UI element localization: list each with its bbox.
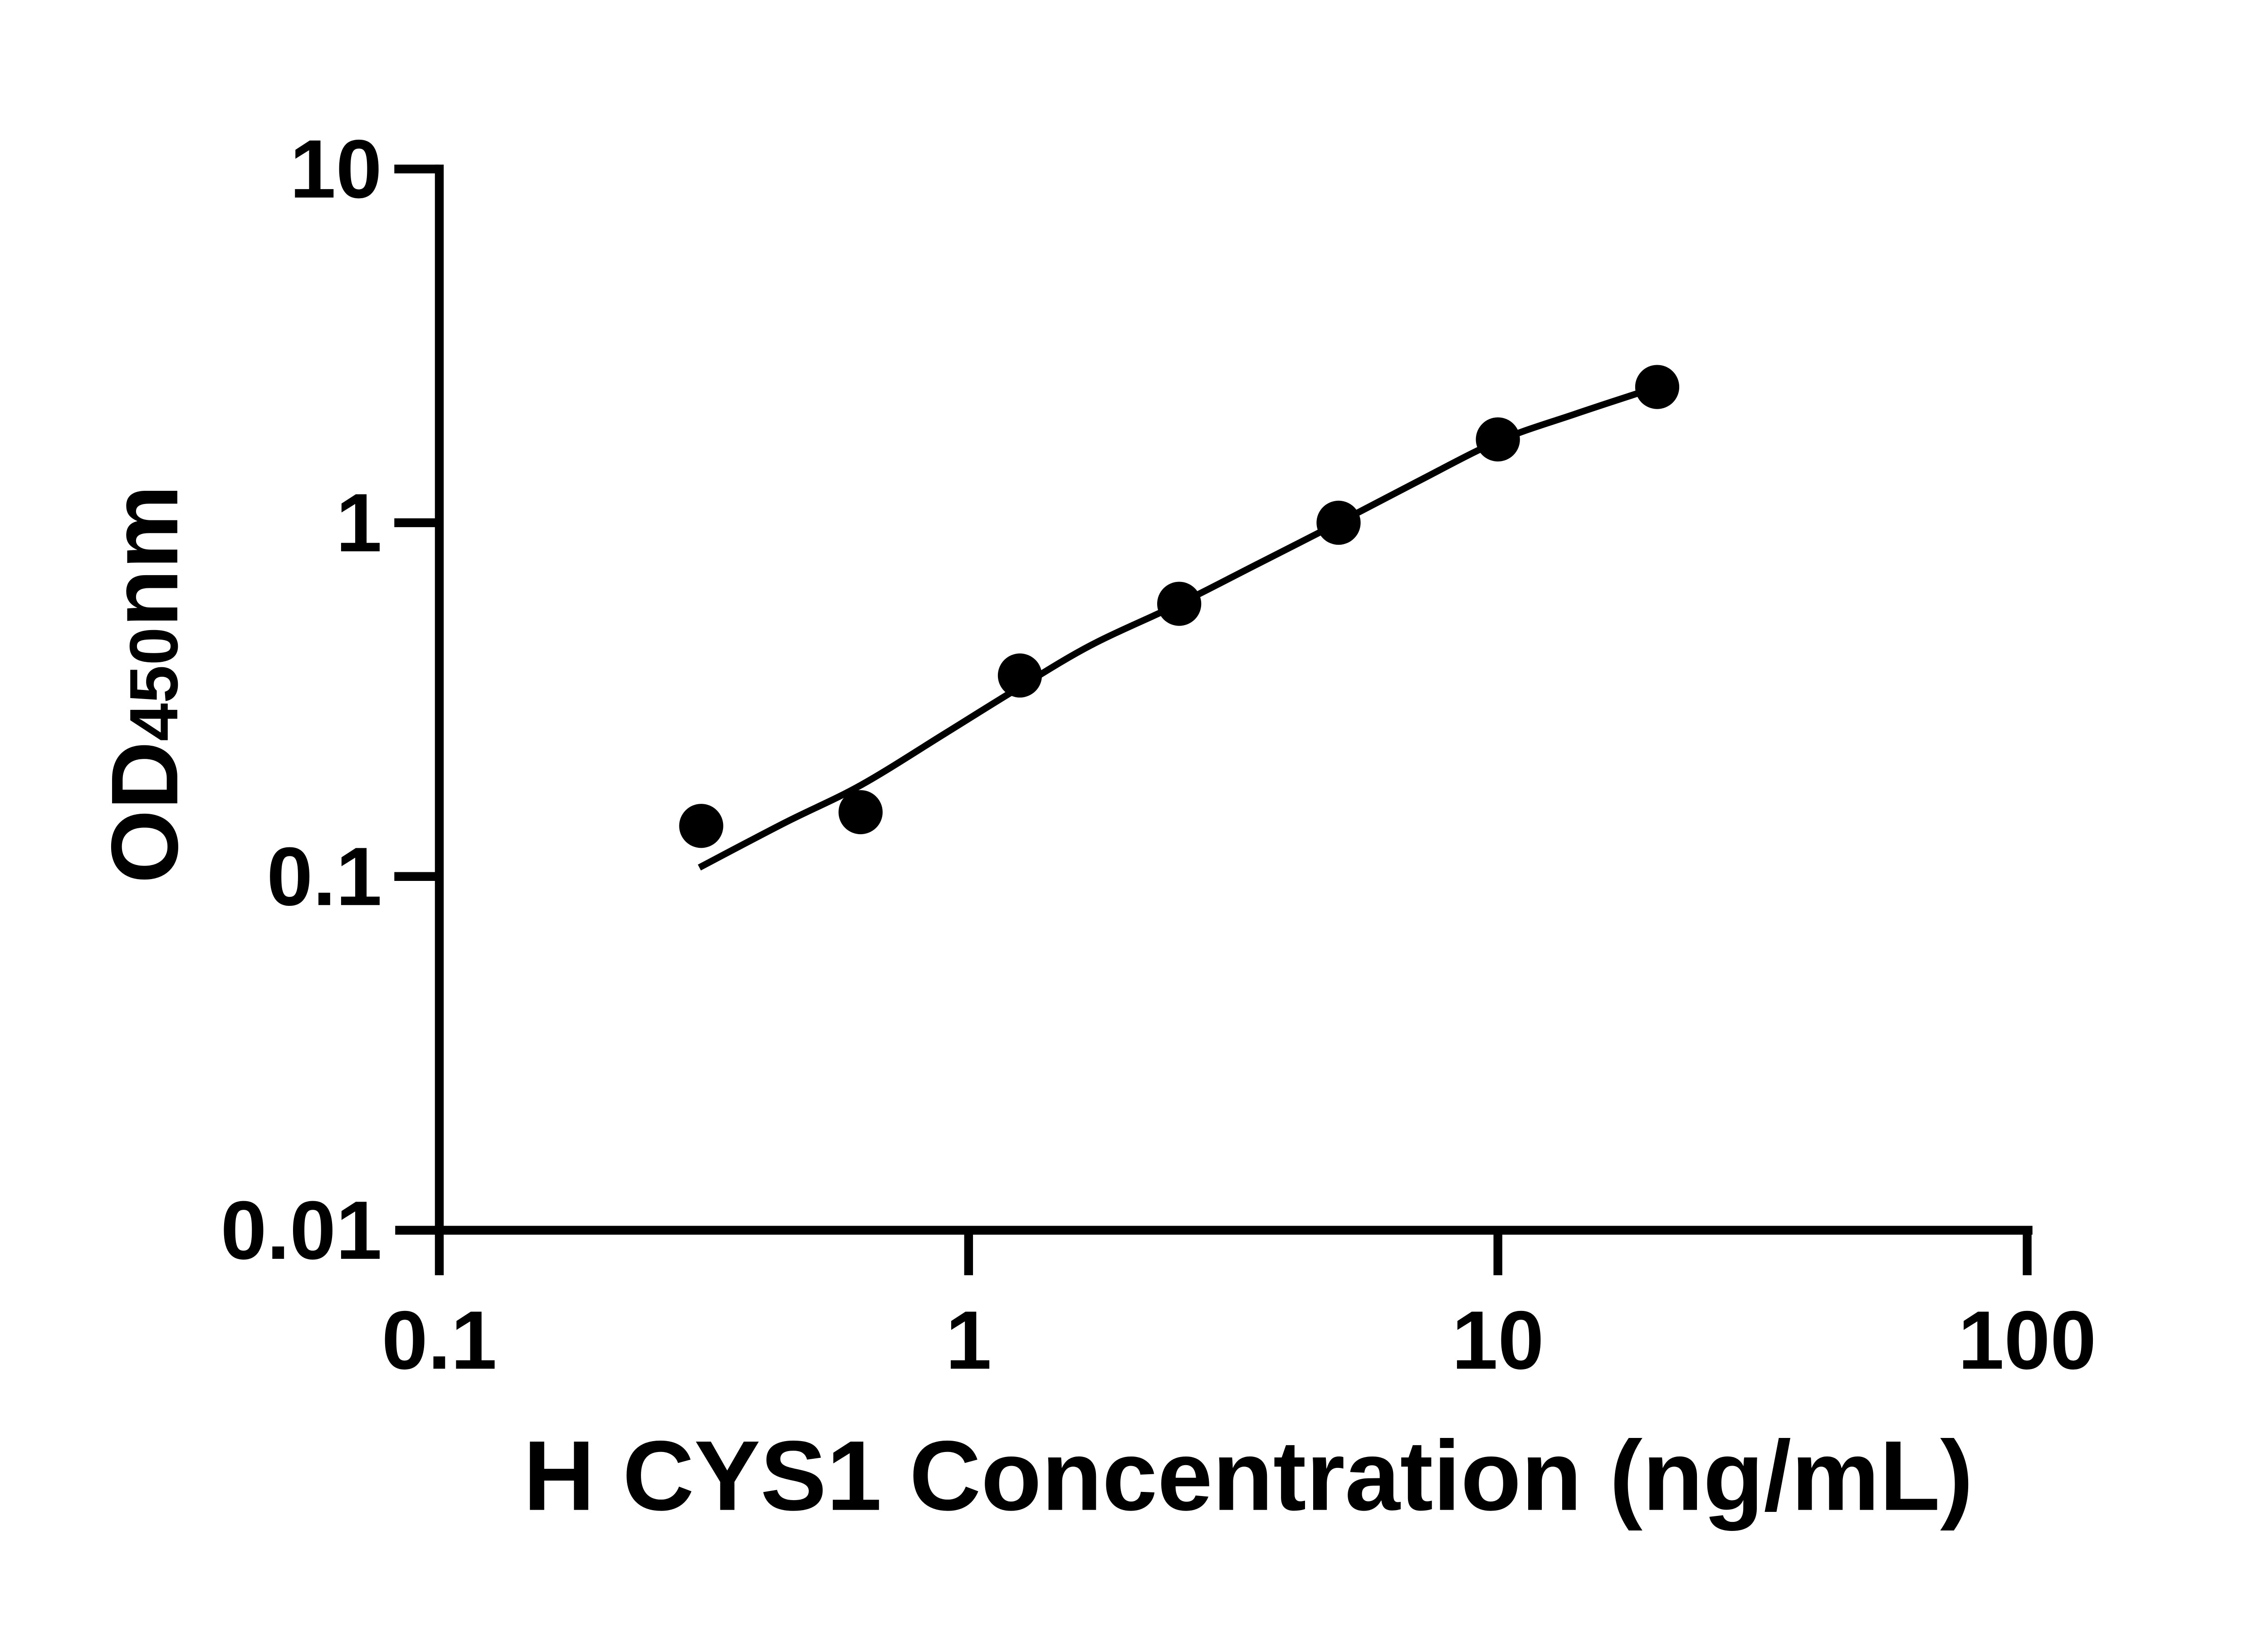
y-axis-title-main: OD: [92, 741, 198, 884]
data-point-2: [838, 790, 883, 835]
x-tick-labels: 0.1 1 10 100: [381, 1294, 2096, 1386]
y-axis-title-unit: nm: [92, 485, 198, 627]
data-point-5: [1316, 500, 1361, 545]
y-axis-ticks: [394, 164, 440, 881]
x-axis-ticks: [964, 1230, 2032, 1276]
data-point-4: [1157, 582, 1202, 626]
x-tick-label-100: 100: [1958, 1294, 2097, 1386]
fit-curve: [698, 384, 1658, 870]
y-tick-label-10: 10: [290, 123, 382, 215]
y-tick-label-0.01: 0.01: [220, 1184, 382, 1276]
x-tick-label-10: 10: [1452, 1294, 1544, 1386]
y-tick-label-1: 1: [336, 476, 382, 569]
y-tick-labels: 10 1 0.1 0.01: [220, 123, 382, 1277]
y-axis-title: OD450nm: [92, 485, 198, 884]
y-axis-title-sub: 450: [116, 627, 192, 741]
data-points: [679, 365, 1680, 848]
data-point-3: [997, 653, 1042, 698]
y-tick-label-0.1: 0.1: [267, 830, 382, 923]
x-tick-label-1: 1: [946, 1294, 992, 1386]
data-point-6: [1476, 417, 1520, 462]
data-point-7: [1635, 365, 1680, 409]
data-point-1: [679, 804, 723, 848]
x-tick-label-0.1: 0.1: [381, 1294, 497, 1386]
x-axis-title: H CYS1 Concentration (ng/mL): [523, 1421, 1973, 1531]
axes: [394, 164, 2033, 1276]
